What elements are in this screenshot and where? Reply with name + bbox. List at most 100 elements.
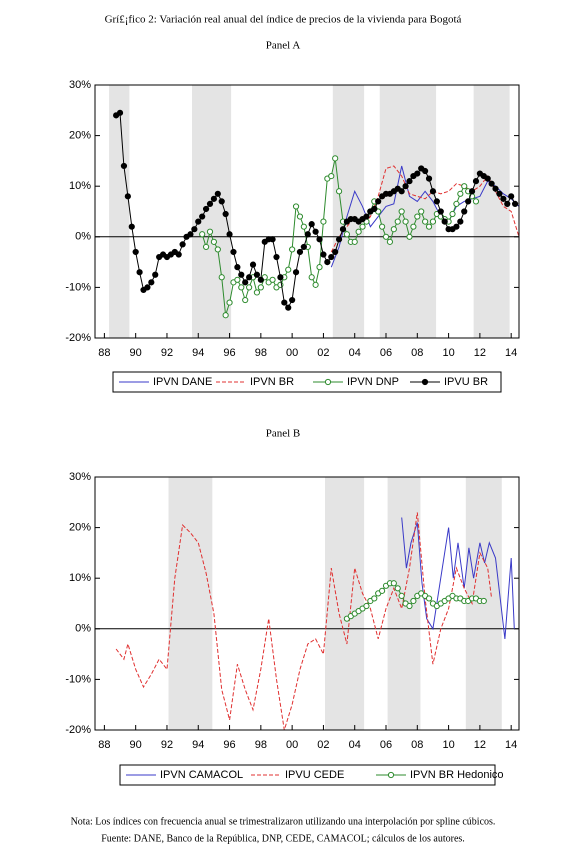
series-marker (312, 281, 319, 288)
series-marker (304, 231, 311, 238)
series-marker (202, 205, 210, 213)
series-marker (351, 238, 358, 245)
series-marker (496, 190, 503, 197)
series-marker (257, 276, 264, 283)
series-marker (425, 175, 433, 182)
series-marker (210, 238, 218, 245)
series-marker (222, 312, 229, 319)
series-marker (457, 218, 464, 225)
series-marker (378, 223, 386, 230)
series-marker (465, 198, 472, 205)
series-marker (246, 284, 253, 291)
series-marker (332, 155, 339, 162)
series-marker (414, 170, 421, 177)
series-marker (339, 226, 347, 233)
series-marker (500, 195, 507, 202)
legend-label: IPVN BR (250, 376, 294, 388)
series-marker (422, 218, 429, 225)
series-marker (504, 200, 511, 208)
y-tick-label: 10% (69, 572, 91, 584)
series-marker (285, 266, 292, 273)
series-marker (316, 236, 323, 243)
series-marker (269, 236, 276, 243)
panel-title: Panel A (266, 40, 301, 52)
y-tick-label: -10% (65, 673, 91, 685)
x-tick-label: 88 (98, 347, 110, 359)
legend-label: IPVN DNP (347, 376, 399, 388)
series-marker (296, 213, 304, 220)
series-marker (406, 602, 413, 610)
x-tick-label: 96 (223, 739, 235, 751)
legend-label: IPVN DANE (153, 376, 212, 388)
x-tick-label: 10 (442, 347, 454, 359)
figure-title: Grí£¡fico 2: Variación real anual del ín… (105, 14, 462, 26)
series-marker (324, 259, 331, 266)
series-marker (124, 193, 131, 200)
series-marker (136, 269, 143, 276)
series-marker (285, 304, 292, 311)
series-marker (394, 585, 401, 592)
series-marker (257, 284, 264, 291)
series-marker (238, 284, 245, 291)
x-tick-label: 94 (192, 739, 204, 751)
series-marker (116, 109, 124, 116)
series-marker (378, 587, 386, 594)
series-marker (390, 226, 397, 233)
series-marker (418, 208, 425, 215)
series-marker (332, 248, 339, 256)
series-marker (238, 271, 245, 278)
series-marker (406, 233, 413, 240)
x-tick-label: 10 (442, 739, 454, 751)
series-marker (328, 172, 335, 180)
series-marker (226, 231, 233, 238)
legend-label: IPVU BR (444, 376, 488, 388)
x-tick-label: 12 (474, 739, 486, 751)
series-line (401, 517, 515, 639)
series-marker (222, 210, 229, 218)
series-marker (343, 231, 350, 238)
series-marker (429, 188, 437, 195)
series-marker (206, 228, 214, 235)
x-tick-label: 08 (411, 347, 423, 359)
series-marker (453, 223, 460, 230)
y-tick-label: 20% (69, 522, 91, 534)
series-marker (402, 183, 409, 190)
series-marker (472, 198, 480, 205)
series-marker (355, 228, 362, 235)
plot-frame (94, 84, 520, 339)
x-tick-label: 92 (161, 739, 173, 751)
note: Nota: Los índices con frecuencia anual s… (71, 816, 496, 827)
series-marker (425, 223, 433, 230)
series-marker (457, 190, 464, 197)
series-marker (316, 264, 323, 271)
legend-label: IPVN CAMACOL (160, 769, 243, 781)
series-marker (249, 261, 257, 268)
series-marker (480, 597, 487, 605)
x-tick-label: 96 (223, 347, 235, 359)
x-tick-label: 12 (474, 347, 486, 359)
shaded-period (168, 477, 213, 730)
series-marker (214, 246, 221, 253)
x-tick-label: 90 (130, 347, 142, 359)
legend: IPVN CAMACOL IPVU CEDE IPVN BR Hedonico (119, 764, 504, 786)
series-marker (210, 195, 218, 202)
x-tick-label: 06 (380, 347, 392, 359)
series-marker (230, 248, 237, 256)
series-marker (128, 223, 135, 230)
series-marker (453, 200, 460, 208)
series-marker (508, 193, 515, 200)
series-marker (429, 218, 437, 225)
x-tick-label: 94 (192, 347, 204, 359)
x-tick-label: 02 (317, 739, 329, 751)
x-tick-label: 04 (349, 739, 361, 751)
shaded-period (324, 477, 365, 730)
series-marker (363, 602, 370, 610)
series-marker (277, 274, 284, 281)
series-marker (312, 228, 319, 235)
x-tick-label: 98 (255, 739, 267, 751)
series-marker (144, 284, 151, 291)
series-marker (398, 188, 405, 195)
series-marker (242, 279, 249, 286)
x-tick-label: 98 (255, 347, 267, 359)
series-marker (484, 175, 491, 182)
